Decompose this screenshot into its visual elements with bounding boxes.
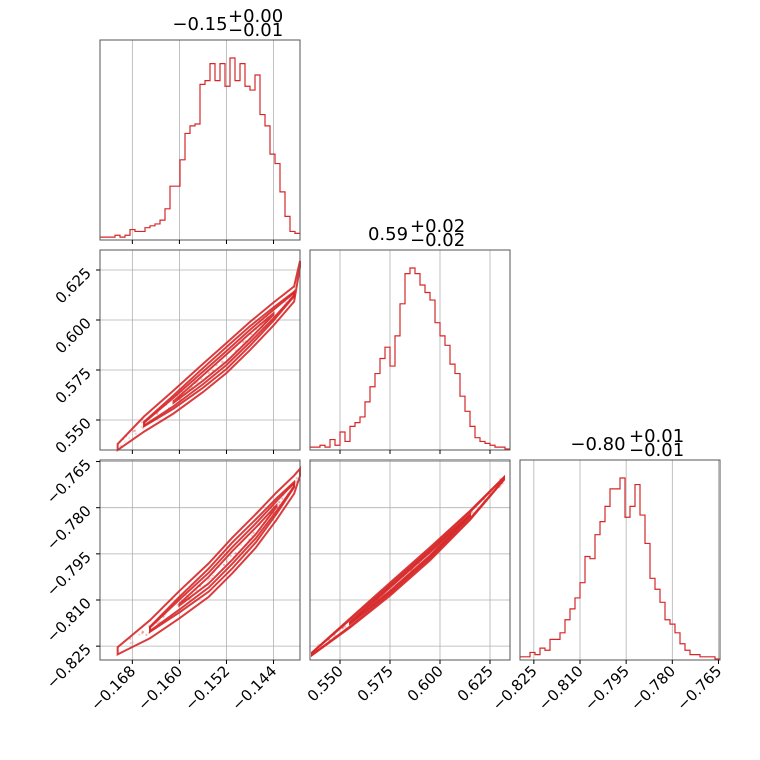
sample-point <box>207 371 210 375</box>
sample-point <box>229 554 232 557</box>
histogram-param-0 <box>100 57 300 238</box>
panel-frame-1-1 <box>309 249 511 451</box>
panel-frame-2-2 <box>519 459 721 661</box>
panel-frame-0-0 <box>99 39 301 241</box>
x-tick-label-2-0: −0.825 <box>489 662 541 714</box>
sample-point <box>211 574 215 577</box>
sample-point <box>124 440 127 443</box>
y-tick-label-2-0: −0.825 <box>43 640 95 692</box>
sample-point <box>277 501 280 504</box>
y-tick-label-1-2: 0.600 <box>52 314 95 357</box>
sample-point <box>221 361 224 364</box>
sample-point <box>176 603 179 607</box>
title-param-2-minus: −0.01 <box>629 440 684 461</box>
contour-0-2-3 <box>178 502 278 608</box>
histogram-param-1 <box>310 267 510 450</box>
title-param-2: −0.80 <box>570 434 625 455</box>
title-param-1-value: 0.59 <box>368 224 408 245</box>
tick-layer: −0.168−0.160−0.152−0.144 0.550 0.575 0.600 0… <box>43 240 725 714</box>
sample-point <box>344 625 347 628</box>
title-param-1: 0.59 <box>368 224 408 245</box>
x-tick-label-1-1: 0.575 <box>354 662 397 705</box>
title-param-1-minus: −0.02 <box>410 230 465 251</box>
sample-point <box>471 511 474 514</box>
frame-layer <box>99 39 721 661</box>
contour-0-1-3 <box>172 311 275 405</box>
x-tick-label-2-2: −0.795 <box>581 662 633 714</box>
title-param-0-minus: −0.01 <box>228 20 283 41</box>
sample-point <box>141 632 144 635</box>
title-param-0-plus: +0.00 <box>228 6 283 27</box>
sample-point <box>294 481 297 484</box>
sample-point <box>140 425 143 428</box>
sample-point <box>242 340 245 344</box>
x-tick-label-1-0: 0.550 <box>304 662 347 705</box>
contour-1-2-3 <box>349 512 471 626</box>
contour-0-1-2 <box>143 290 296 428</box>
sample-point <box>133 429 137 432</box>
x-tick-label-0-3: −0.144 <box>228 662 280 714</box>
title-param-2-value: −0.80 <box>570 434 625 455</box>
panel-frame-2-0 <box>99 459 301 661</box>
y-tick-label-1-1: 0.575 <box>52 364 95 407</box>
contour-1-2-1 <box>311 475 505 657</box>
sample-point <box>227 558 230 561</box>
histogram-param-2 <box>520 477 720 660</box>
sample-point <box>132 641 135 644</box>
data-layer <box>100 57 720 660</box>
x-tick-label-0-2: −0.152 <box>181 662 233 714</box>
title-param-0-value: −0.15 <box>172 14 227 35</box>
y-tick-label-1-0: 0.550 <box>52 414 95 457</box>
x-tick-label-2-3: −0.780 <box>627 662 679 714</box>
contour-0-2-0 <box>116 466 301 656</box>
sample-point <box>226 355 229 358</box>
sample-point <box>225 559 228 562</box>
sample-point <box>138 633 141 636</box>
y-tick-label-2-4: −0.765 <box>43 456 95 508</box>
sample-point <box>221 360 224 363</box>
title-param-2-plus: +0.01 <box>629 426 684 447</box>
sample-point <box>141 630 144 633</box>
x-tick-label-2-1: −0.810 <box>535 662 587 714</box>
sample-point <box>210 577 213 580</box>
x-tick-label-2-4: −0.765 <box>673 662 725 714</box>
y-tick-label-1-3: 0.625 <box>52 264 95 307</box>
title-param-1-plus: +0.02 <box>410 216 465 237</box>
x-tick-label-1-2: 0.600 <box>404 662 447 705</box>
y-tick-label-2-1: −0.810 <box>43 594 95 646</box>
sample-point <box>238 547 241 550</box>
sample-point <box>222 563 226 566</box>
sample-point <box>250 534 253 537</box>
x-tick-label-0-1: −0.160 <box>134 662 186 714</box>
title-param-0: −0.15 <box>172 14 227 35</box>
y-tick-label-2-3: −0.780 <box>43 502 95 554</box>
sample-point <box>134 432 137 435</box>
x-tick-label-0-0: −0.168 <box>87 662 139 714</box>
panel-frame-2-1 <box>309 459 511 661</box>
sample-point <box>142 630 145 634</box>
sample-point <box>252 531 255 534</box>
sample-point <box>206 579 210 582</box>
sample-point <box>281 497 284 500</box>
sample-point <box>278 500 281 504</box>
y-tick-label-2-2: −0.795 <box>43 548 95 600</box>
sample-point <box>226 560 229 563</box>
sample-point <box>295 477 298 480</box>
sample-point <box>140 421 144 424</box>
sample-point <box>208 577 211 581</box>
panel-frame-1-0 <box>99 249 301 451</box>
sample-point <box>200 378 203 381</box>
sample-point <box>132 430 135 433</box>
sample-point <box>234 552 237 555</box>
contour-0-2-2 <box>149 480 296 633</box>
sample-point <box>145 633 148 636</box>
sample-point <box>128 436 131 440</box>
sample-point <box>129 642 132 645</box>
